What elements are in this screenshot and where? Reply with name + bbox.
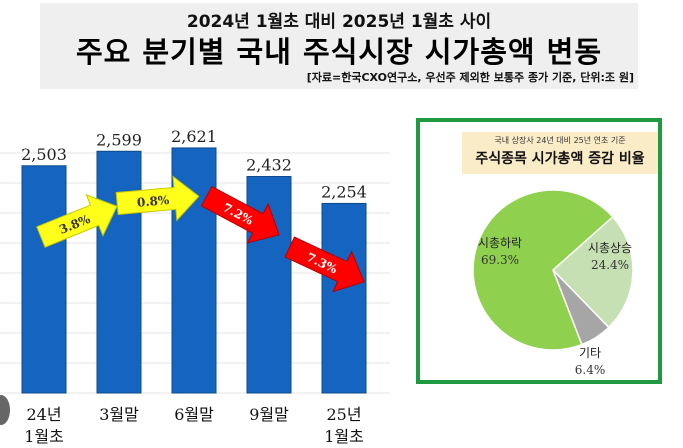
bar-value-label: 2,254 — [321, 182, 367, 201]
pie-slice — [472, 189, 614, 351]
header-subtitle: 2024년 1월초 대비 2025년 1월초 사이 — [186, 12, 492, 32]
scroll-button[interactable] — [0, 395, 10, 425]
bar-value-label: 2,503 — [21, 145, 67, 164]
category-label: 25년 — [326, 405, 361, 424]
pie-subtitle: 국내 상장사 24년 대비 25년 연초 기준 — [494, 136, 626, 145]
bar-value-label: 2,621 — [171, 127, 217, 146]
slice-name: 시총상승 — [588, 241, 632, 255]
header-title: 주요 분기별 국내 주식시장 시가총액 변동 — [75, 35, 603, 69]
arrow-down-icon — [284, 236, 365, 293]
bar — [96, 150, 142, 394]
category-label: 9월말 — [249, 405, 289, 424]
arrow-down-icon — [200, 185, 280, 244]
arrow-up-icon — [115, 175, 200, 222]
header-banner: 2024년 1월초 대비 2025년 1월초 사이 주요 분기별 국내 주식시장… — [40, 3, 638, 89]
category-label: 24년 — [26, 405, 61, 424]
change-arrow: 3.8% — [36, 193, 118, 248]
category-label: 3월말 — [99, 405, 139, 424]
change-label: 0.8% — [136, 193, 170, 210]
bar-chart: 2,503 24년 1월초 2,599 3월말 2,621 6월말 2,432 9월말 2,254… — [0, 127, 390, 446]
bar-value-label: 2,599 — [96, 130, 142, 149]
bar — [321, 202, 367, 394]
slice-label: 24.4% — [591, 258, 629, 272]
source-note: [자료=한국CXO연구소, 우선주 제외한 보통주 종가 기준, 단위:조 원] — [306, 71, 634, 84]
slice-label: 69.3% — [481, 253, 519, 267]
slice-name: 시총하락 — [478, 236, 522, 250]
bar-value-label: 2,432 — [246, 156, 292, 175]
category-label: 1월초 — [324, 427, 364, 446]
category-label: 6월말 — [174, 405, 214, 424]
bar — [171, 147, 217, 394]
slice-name: 기타 — [579, 346, 601, 360]
pie-chart-panel: 국내 상장사 24년 대비 25년 연초 기준 주식종목 시가총액 증감 비율 … — [416, 118, 662, 384]
bar — [21, 165, 67, 394]
pie-chart: 시총상승 24.4% 기타 6.4% 시총하락 69.3% — [472, 189, 634, 377]
change-arrow: 0.8% — [115, 175, 200, 222]
pie-title: 주식종목 시가총액 증감 비율 — [475, 151, 645, 167]
slice-label: 6.4% — [575, 363, 606, 377]
pie-header: 국내 상장사 24년 대비 25년 연초 기준 주식종목 시가총액 증감 비율 — [462, 132, 658, 174]
category-label: 1월초 — [24, 427, 64, 446]
pie-slice — [551, 215, 634, 329]
arrow-up-icon — [36, 193, 118, 248]
